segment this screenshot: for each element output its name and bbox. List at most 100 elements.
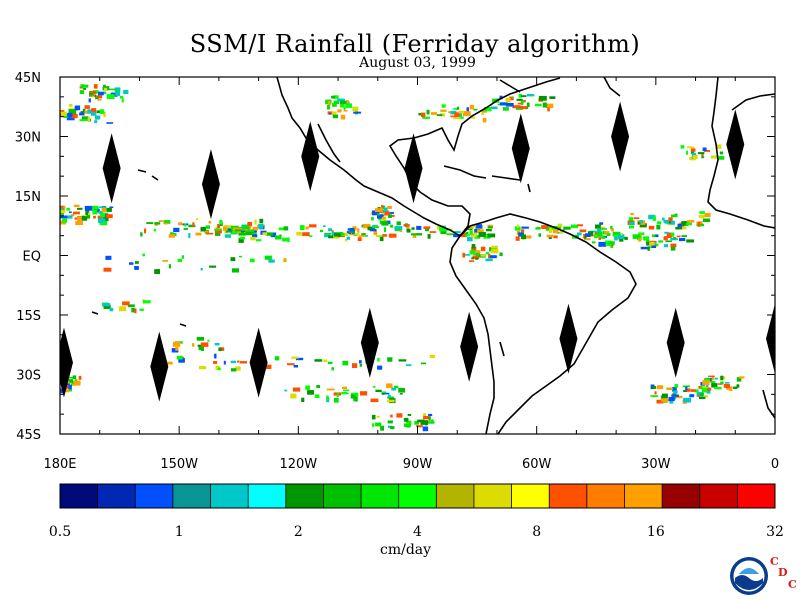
rain-cell (295, 357, 304, 361)
rain-cell (651, 234, 659, 238)
axis-ticks (59, 76, 776, 435)
rain-cell (649, 241, 655, 245)
rain-cell (535, 227, 541, 230)
rain-cell (354, 396, 358, 402)
rain-cell (236, 229, 241, 234)
rain-cell (406, 420, 412, 424)
rain-cell (256, 239, 262, 242)
rain-cell (579, 229, 587, 232)
rain-cell (720, 375, 724, 381)
colorbar-swatch (699, 484, 738, 508)
rain-cell (711, 381, 715, 385)
rain-cell (708, 375, 715, 378)
lon-label: 150W (160, 457, 198, 472)
rain-cell (431, 112, 438, 115)
rain-cell (60, 111, 67, 117)
rain-cell (96, 95, 103, 99)
rain-cell (328, 361, 333, 364)
rain-cell (39, 211, 42, 216)
rain-cell (547, 107, 550, 112)
rain-cell (377, 357, 380, 362)
rain-cell (469, 250, 477, 255)
rain-cell (293, 365, 298, 368)
rain-cell (154, 269, 160, 274)
rain-cell (484, 233, 488, 236)
rain-cell (103, 304, 111, 309)
rain-cell (663, 219, 669, 224)
rain-cell (247, 222, 252, 227)
rain-cell (450, 115, 457, 118)
colorbar-swatch (662, 484, 701, 508)
rain-cell (593, 233, 598, 239)
rain-cell (50, 214, 53, 219)
rain-cell (341, 392, 347, 395)
rain-cell (237, 226, 245, 229)
rain-cell (287, 363, 295, 366)
rain-cell (231, 368, 237, 372)
rain-cell (106, 86, 110, 91)
rain-cell (134, 266, 139, 270)
rain-cell (725, 382, 730, 384)
rain-cell (76, 207, 83, 210)
rain-cell (323, 225, 326, 227)
rain-cell (328, 228, 332, 232)
rain-cell (538, 95, 547, 101)
rain-cell (668, 397, 675, 401)
rain-cell (440, 113, 445, 117)
rain-cell (345, 103, 353, 108)
coastlines (91, 77, 775, 434)
rain-cell (349, 228, 355, 232)
rain-cell (546, 234, 554, 238)
rain-cell (414, 421, 419, 425)
rain-cell (598, 241, 607, 247)
rain-cell (672, 386, 677, 392)
rain-cell (84, 205, 93, 211)
rain-cell (353, 111, 362, 114)
rain-cell (363, 223, 371, 229)
rain-cell (387, 399, 395, 403)
rain-cell (57, 112, 60, 116)
rain-cell (68, 379, 74, 383)
rain-cell (666, 232, 674, 237)
rain-cell (383, 227, 386, 233)
rain-cell (103, 216, 109, 222)
rain-cell (380, 425, 384, 431)
rain-cell (54, 213, 58, 215)
rain-cell (701, 156, 705, 159)
rain-cell (632, 234, 641, 239)
lat-label: 15S (16, 309, 41, 324)
lat-label: 45S (16, 428, 41, 443)
rain-cell (545, 103, 554, 108)
rain-cell (53, 115, 57, 118)
rain-cell (200, 346, 204, 351)
rain-cell (173, 227, 180, 233)
rain-cell (68, 103, 73, 107)
rain-cell (387, 357, 393, 362)
rain-cell (62, 218, 68, 223)
rain-cell (98, 91, 104, 96)
rain-cell (687, 220, 695, 223)
rain-cell (168, 234, 175, 238)
rain-cell (86, 214, 91, 219)
rain-cell (223, 225, 232, 229)
rain-cell (208, 220, 212, 224)
rain-cell (398, 359, 407, 362)
rain-cell (270, 232, 277, 238)
rain-cell (103, 112, 106, 118)
rain-cell (68, 109, 77, 115)
rain-cell (252, 234, 258, 238)
rain-cell (214, 231, 221, 236)
rain-cell (473, 109, 478, 111)
rain-cell (681, 221, 689, 226)
rain-cell (99, 109, 105, 115)
rain-cell (691, 149, 695, 155)
rain-cell (283, 258, 287, 262)
rain-cell (422, 116, 430, 119)
rain-cell (465, 234, 470, 237)
lat-label: 45N (15, 71, 41, 86)
rain-cell (241, 225, 250, 230)
rain-cell (700, 393, 704, 396)
rain-cell (77, 216, 82, 221)
gap-swath (511, 113, 530, 184)
